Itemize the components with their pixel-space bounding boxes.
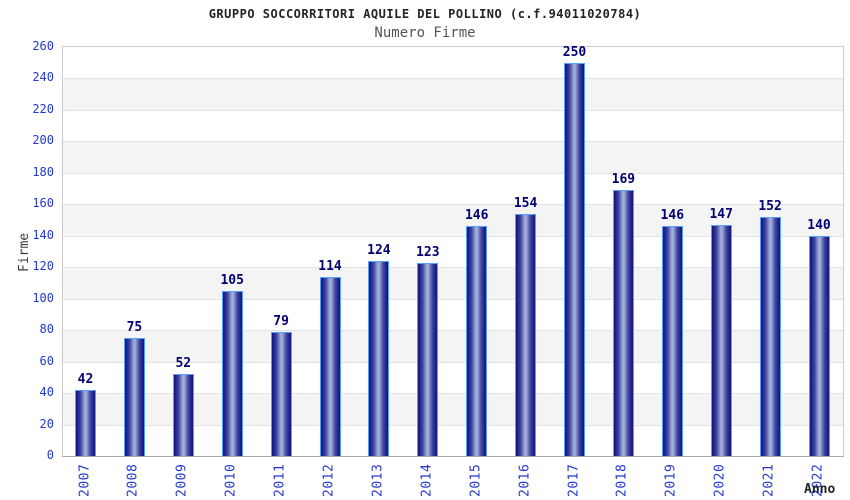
bar-2013 bbox=[368, 261, 390, 456]
bar-value-label: 146 bbox=[464, 208, 489, 223]
plot-band bbox=[63, 141, 843, 173]
bar-2008 bbox=[123, 338, 145, 456]
bar-2022 bbox=[808, 236, 830, 456]
bar-2017 bbox=[564, 63, 585, 456]
y-tick-label: 100 bbox=[32, 290, 54, 305]
bar-2020 bbox=[710, 225, 732, 456]
x-tick-label-2018: 2018 bbox=[614, 463, 630, 497]
y-tick-label: 0 bbox=[46, 448, 54, 462]
plot-band bbox=[63, 110, 843, 141]
gridline bbox=[63, 361, 843, 363]
bar-2021 bbox=[759, 217, 781, 456]
x-tick-label-2011: 2011 bbox=[272, 463, 288, 497]
y-tick-label: 80 bbox=[39, 322, 54, 337]
bar-value-label: 250 bbox=[562, 45, 587, 60]
bar-value-label: 52 bbox=[175, 356, 192, 371]
bar-value-label: 114 bbox=[318, 259, 342, 274]
gridline bbox=[63, 298, 843, 300]
x-tick-label-2016: 2016 bbox=[517, 463, 533, 497]
gridline bbox=[63, 78, 843, 80]
bar-2019 bbox=[661, 226, 683, 456]
bar-2011 bbox=[270, 332, 292, 456]
gridline bbox=[63, 204, 843, 206]
bar-value-label: 154 bbox=[513, 196, 538, 211]
bar-value-label: 169 bbox=[611, 172, 636, 187]
bar-value-label: 147 bbox=[709, 207, 733, 222]
chart-title: GRUPPO SOCCORRITORI AQUILE DEL POLLINO (… bbox=[208, 7, 642, 21]
gridline bbox=[63, 424, 843, 426]
chart-subtitle: Numero Firme bbox=[374, 25, 476, 41]
bar-2016 bbox=[515, 214, 537, 456]
bar-value-label: 146 bbox=[660, 208, 685, 223]
y-tick-label: 60 bbox=[39, 353, 54, 368]
bar-2009 bbox=[172, 374, 194, 456]
x-axis-title: Anno bbox=[804, 482, 836, 497]
x-tick-label-2013: 2013 bbox=[370, 463, 386, 497]
y-tick-label: 200 bbox=[32, 133, 54, 148]
y-tick-label: 20 bbox=[39, 416, 54, 431]
plot-band bbox=[63, 173, 843, 204]
y-tick-label: 240 bbox=[32, 70, 54, 85]
x-tick-label-2021: 2021 bbox=[761, 463, 777, 497]
y-tick-label: 160 bbox=[32, 196, 54, 211]
x-tick-label-2015: 2015 bbox=[468, 463, 484, 497]
x-tick-label-2014: 2014 bbox=[419, 463, 435, 497]
bar-value-label: 75 bbox=[126, 320, 143, 335]
y-tick-label: 180 bbox=[32, 164, 54, 179]
bar-value-label: 123 bbox=[416, 245, 440, 260]
plot-band bbox=[63, 47, 843, 78]
bar-value-label: 79 bbox=[273, 314, 289, 329]
bar-2007 bbox=[75, 390, 96, 456]
y-tick-label: 40 bbox=[39, 385, 54, 400]
bar-2012 bbox=[319, 277, 341, 456]
x-tick-label-2020: 2020 bbox=[712, 463, 728, 497]
x-tick-label-2012: 2012 bbox=[321, 463, 337, 497]
bar-2010 bbox=[221, 291, 243, 456]
bar-value-label: 152 bbox=[758, 199, 782, 214]
y-tick-label: 220 bbox=[32, 101, 54, 116]
gridline bbox=[63, 172, 843, 174]
gridline bbox=[63, 141, 843, 143]
bar-2015 bbox=[466, 226, 488, 456]
bar-value-label: 124 bbox=[367, 243, 391, 258]
gridline bbox=[63, 393, 843, 395]
plot-area: 42 75 52 105 79 114 124 123 146 154 250 169 146 147 15… bbox=[62, 45, 844, 457]
gridline bbox=[63, 235, 843, 237]
x-tick-label-2019: 2019 bbox=[663, 463, 679, 497]
gridline bbox=[63, 330, 843, 332]
y-tick-label: 260 bbox=[32, 39, 54, 53]
gridline bbox=[63, 267, 843, 269]
x-tick-label-2010: 2010 bbox=[223, 463, 239, 497]
bar-2014 bbox=[417, 263, 439, 456]
plot-band bbox=[63, 78, 843, 110]
gridline bbox=[63, 109, 843, 111]
bar-2018 bbox=[612, 190, 634, 456]
y-tick-label: 120 bbox=[32, 259, 54, 274]
y-tick-label: 140 bbox=[32, 227, 54, 242]
x-tick-label-2008: 2008 bbox=[125, 463, 141, 497]
bar-value-label: 105 bbox=[220, 273, 244, 288]
x-tick-label-2009: 2009 bbox=[174, 463, 190, 497]
bar-value-label: 42 bbox=[77, 372, 94, 387]
bar-value-label: 140 bbox=[807, 218, 831, 233]
x-tick-label-2017: 2017 bbox=[566, 463, 581, 497]
x-tick-label-2007: 2007 bbox=[77, 463, 92, 497]
